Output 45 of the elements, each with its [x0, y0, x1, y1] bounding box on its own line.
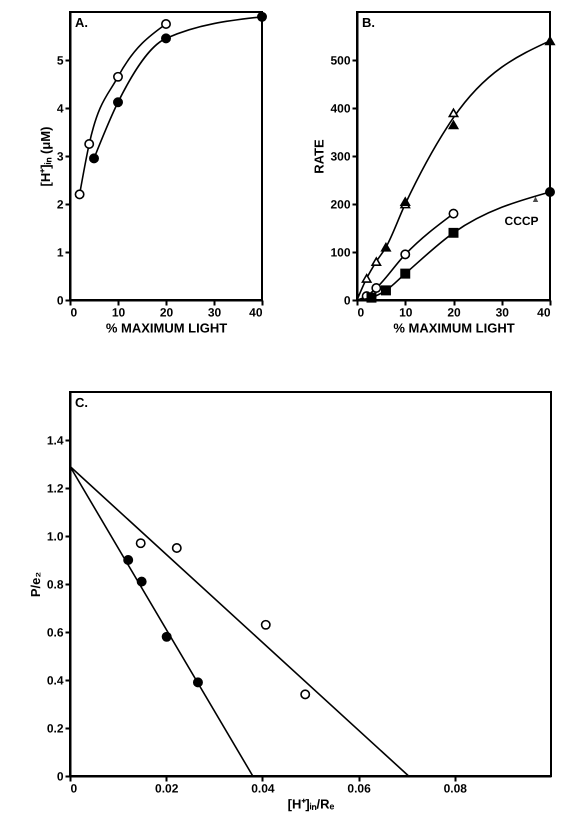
x-tick-label: 20: [160, 306, 174, 320]
y-tick-label: 200: [330, 198, 351, 212]
y-tick-label: 0: [344, 294, 351, 308]
y-axis-title: [H⁺]ᵢₙ (μM): [38, 126, 53, 186]
y-tick-label: 1.0: [46, 530, 64, 544]
y-tick-label: 1: [56, 246, 64, 260]
chart-title: B.: [362, 15, 375, 30]
x-tick-label: 30: [208, 306, 222, 320]
x-tick-label: 40: [249, 306, 263, 320]
x-tick-label: 0: [70, 782, 78, 796]
y-tick-label: 0.6: [46, 626, 64, 640]
x-tick-label: 0.06: [347, 782, 372, 796]
y-tick-label: 2: [56, 198, 64, 212]
y-tick-label: 0.8: [46, 578, 64, 592]
chart-title: A.: [75, 15, 88, 30]
y-tick-label: 5: [56, 54, 64, 68]
y-tick-label: 400: [330, 102, 351, 116]
x-tick-label: 0: [70, 306, 78, 320]
x-tick-label: 40: [537, 306, 551, 320]
x-tick-label: 0: [358, 306, 364, 320]
x-tick-label: 10: [112, 306, 126, 320]
y-tick-label: 0: [56, 294, 64, 308]
x-axis-title: % MAXIMUM LIGHT: [393, 320, 515, 336]
y-tick-label: 3: [56, 150, 64, 164]
x-tick-label: 0.04: [251, 782, 275, 796]
y-axis-title: RATE: [311, 138, 326, 174]
y-tick-label: 4: [56, 102, 64, 116]
x-tick-label: 20: [447, 306, 461, 320]
y-tick-label: 1.4: [46, 434, 64, 448]
x-tick-label: 0.02: [155, 782, 179, 796]
x-axis-title: [H⁺]ᵢₙ/Rₑ: [288, 796, 334, 812]
x-tick-label: 30: [496, 306, 510, 320]
y-tick-label: 100: [330, 246, 351, 260]
y-tick-label: 1.2: [46, 482, 64, 496]
y-tick-label: 0.4: [46, 674, 64, 688]
y-tick-label: 0: [56, 770, 64, 784]
x-axis-title: % MAXIMUM LIGHT: [106, 320, 228, 336]
chart-title: C.: [75, 395, 88, 410]
y-axis-title: P/e₂: [28, 572, 43, 598]
x-tick-label: 10: [399, 306, 413, 320]
y-tick-label: 0.2: [46, 722, 64, 736]
y-tick-label: 300: [330, 150, 351, 164]
y-tick-label: 500: [330, 54, 351, 68]
annotation: CCCP: [504, 214, 539, 228]
x-tick-label: 0.08: [444, 782, 468, 796]
